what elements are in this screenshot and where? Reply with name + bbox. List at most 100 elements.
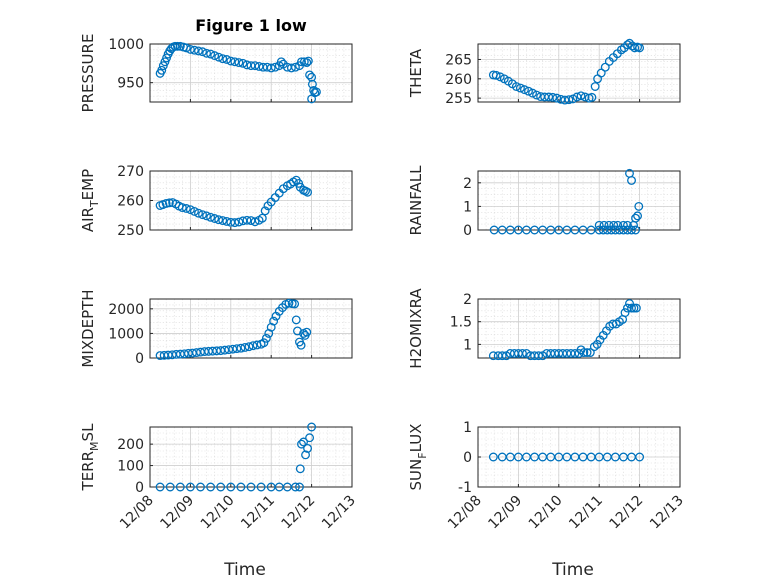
data-point (305, 433, 315, 443)
subplot-mixdepth: 0 1000 2000 MIXDEPTH (79, 289, 353, 368)
data-point (260, 206, 270, 216)
data-point (240, 342, 250, 352)
x-tick-label: 12/08 (445, 493, 485, 533)
subplot-terr_msl: 0 100 200 TERRMSL 12/08 12/09 12/10 12/11 12/12 1… (79, 422, 359, 580)
data-point (261, 333, 271, 343)
data-point (234, 217, 244, 227)
data-point (582, 348, 592, 358)
data-point (297, 57, 306, 67)
data-point (290, 62, 300, 72)
data-point (185, 44, 195, 54)
data-point (250, 217, 260, 227)
data-point (635, 43, 645, 53)
axes-frame (149, 426, 353, 488)
y-tick-label: 200 (117, 437, 144, 453)
axes-border (477, 298, 681, 359)
data-point (269, 316, 279, 326)
data-point (552, 93, 562, 103)
data-point (564, 95, 574, 105)
data-point (175, 482, 185, 492)
plot-title: Figure 1 low (195, 16, 307, 35)
data-point (226, 56, 236, 66)
data-point (599, 220, 609, 230)
data-point (173, 41, 182, 51)
y-tick-label: 1000 (108, 37, 144, 53)
data-point (210, 51, 220, 61)
y-tick-label: -1 (458, 480, 472, 496)
subplot-sun_flux: -1 0 1 SUNFLUX 12/08 12/09 12/10 12/11 12/12 12/1… (407, 420, 687, 580)
data-point (520, 85, 529, 95)
x-tick-label: 12/10 (198, 493, 238, 533)
y-tick-label: 265 (445, 52, 472, 68)
data-point (185, 205, 195, 215)
y-tick-label: 260 (117, 194, 144, 210)
subplot-h2omixra: 1 1.5 2 H2OMIXRA (407, 288, 681, 369)
data-point (270, 62, 280, 72)
data-point (629, 303, 639, 313)
x-tick-label: 12/09 (157, 493, 197, 533)
data-point (157, 65, 167, 75)
data-point (627, 303, 636, 313)
data-point (216, 482, 226, 492)
data-point (234, 58, 244, 68)
data-point (623, 220, 632, 230)
y-axis-label: TERRMSL (79, 423, 101, 492)
data-point (222, 55, 232, 64)
data-point (524, 86, 533, 96)
data-point (242, 215, 252, 225)
data-point (206, 49, 216, 59)
x-tick-label: 12/13 (647, 493, 687, 533)
data-point (301, 450, 310, 460)
y-tick-label: 250 (117, 223, 144, 239)
y-tick-label: 1.5 (450, 315, 472, 331)
data-point (236, 482, 246, 492)
data-point (177, 203, 187, 213)
data-point (302, 58, 312, 68)
y-tick-label: 260 (445, 72, 472, 88)
data-point (303, 443, 313, 453)
data-point (631, 213, 641, 223)
data-point (590, 82, 600, 91)
data-point (170, 41, 180, 51)
data-point (618, 220, 628, 230)
data-point (548, 92, 558, 102)
x-tick-label: 12/12 (279, 493, 319, 533)
data-point (633, 211, 643, 221)
data-point (291, 315, 301, 325)
data-point (534, 351, 544, 361)
data-point (631, 303, 641, 313)
axes-frame (477, 170, 681, 231)
data-point (210, 214, 220, 223)
x-axis-label: Time (223, 560, 266, 580)
data-point (250, 61, 260, 71)
y-tick-label: 100 (117, 459, 144, 475)
data-point (604, 220, 614, 230)
y-tick-label: 1 (463, 420, 472, 436)
data-point (218, 54, 228, 64)
data-point (196, 482, 205, 492)
data-point (532, 90, 542, 100)
x-tick-label: 12/10 (526, 493, 566, 533)
data-point (189, 45, 199, 55)
y-axis-label: THETA (407, 48, 425, 98)
data-point (301, 186, 310, 196)
data-point (164, 198, 174, 208)
data-point (311, 87, 321, 97)
data-point (576, 91, 586, 101)
subplot-air_temp: 250 260 270 AIRTEMP (79, 164, 353, 239)
x-tick-label: 12/13 (319, 493, 359, 533)
data-point (488, 351, 498, 361)
y-tick-label: 1 (463, 199, 472, 215)
data-point (307, 79, 317, 89)
data-point (497, 351, 507, 361)
data-point (256, 482, 266, 492)
data-point (286, 63, 296, 73)
data-point (214, 215, 224, 225)
data-point (623, 303, 632, 313)
data-point (259, 338, 269, 348)
x-axis-label: Time (551, 560, 594, 580)
data-point (295, 464, 305, 474)
subplot-rainfall: 0 1 2 RAINFALL (407, 165, 681, 239)
data-point (620, 308, 630, 318)
x-tick-label: 12/09 (485, 493, 525, 533)
